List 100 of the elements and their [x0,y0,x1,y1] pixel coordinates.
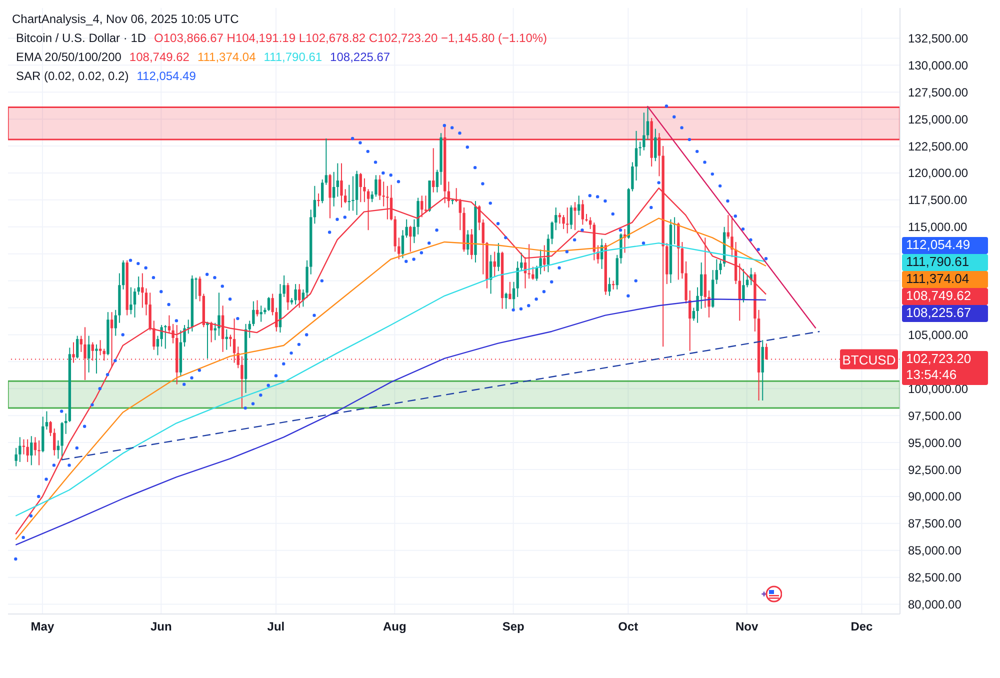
annotation: 111,374.04 [197,50,256,64]
candlestick [370,190,374,203]
candlestick [286,282,290,310]
candlestick [581,199,584,226]
ref-line-label: BTCUSD [842,352,896,368]
chart-subtitle: ChartAnalysis_4, Nov 06, 2025 10:05 UTC [12,11,240,28]
y-tick-label: 105,000.00 [908,328,968,342]
candlestick [53,428,56,456]
candlestick [696,286,699,324]
candlestick [267,296,270,312]
candlestick [344,188,347,204]
candlestick [294,284,297,306]
candlestick [634,130,638,182]
candlestick [654,128,657,162]
candlestick [458,198,462,231]
candlestick [363,178,366,203]
annotation: 108,749.62 [129,50,190,64]
annotation: EMA 20/50/100/200 [16,50,122,64]
candlestick [646,106,650,140]
candlestick [719,260,722,275]
candlestick [328,174,332,219]
candlestick [631,162,634,192]
y-tick-label: 90,000.00 [908,490,962,504]
y-tick-label: 122,500.00 [908,139,968,154]
x-tick-label: Nov [736,620,759,634]
candlestick [405,218,408,238]
candlestick [130,286,132,315]
candlestick [432,148,435,193]
candlestick [746,274,749,288]
candlestick [543,244,546,272]
candlestick [570,204,573,230]
y-tick-label: 130,000.00 [908,58,968,72]
candlestick [144,288,148,316]
candlestick [520,252,523,272]
candlestick [738,263,741,322]
x-tick-label: Aug [382,620,406,634]
y-tick-label: 125,000.00 [908,112,968,126]
candlestick [172,323,174,344]
candlestick [80,335,83,352]
y-tick-label: 115,000.00 [908,220,968,234]
candlestick [87,335,90,373]
candlestick [374,174,378,198]
candlestick [742,268,745,303]
candlestick [340,162,343,208]
candlestick [730,216,734,258]
candlestick [122,260,125,290]
y-tick-label: 117,500.00 [908,193,968,208]
candlestick [26,438,29,462]
x-tick-label: Jul [267,620,285,634]
candlestick [114,309,117,336]
candlestick [352,176,354,212]
candlestick [168,314,171,334]
candlestick [148,292,152,331]
candlestick [504,292,508,310]
text: 112,054.49 [906,236,970,252]
candlestick [60,422,64,460]
x-tick-label: Oct [618,620,638,634]
candlestick [704,237,707,308]
y-tick-label: 80,000.00 [908,598,962,612]
text: 108,225.67 [906,304,972,320]
candlestick [642,112,646,151]
candlestick [76,335,79,359]
y-tick-label: 97,500.00 [908,408,962,423]
candlestick [156,335,160,356]
text: 102,723.20 [906,350,972,367]
annotation: 111,790.61 [264,50,322,64]
candlestick [133,288,136,318]
candlestick [596,244,600,264]
candlestick [248,320,251,338]
candlestick [183,324,186,348]
candlestick [401,230,404,259]
candlestick [298,284,301,308]
line-series [15,298,767,546]
y-tick-label: 85,000.00 [908,544,962,558]
candlestick [252,300,255,327]
candlestick [378,174,382,200]
candlestick [420,195,424,218]
candlestick [18,436,22,462]
candlestick [34,436,37,456]
candlestick [38,440,40,466]
candlestick [482,218,484,275]
y-tick-label: 82,500.00 [908,570,962,585]
x-tick-label: Sep [502,620,524,634]
candlestick [512,281,516,310]
candlestick [45,410,48,430]
candlestick [359,172,362,203]
y-tick-label: 87,500.00 [908,516,962,531]
x-tick-label: Jun [150,620,172,634]
text: 108,749.62 [906,288,972,303]
candlestick [198,276,202,302]
annotation: 108,225.67 [330,50,390,64]
candlestick [14,447,18,467]
text: 111,374.04 [906,270,970,286]
candlestick [539,249,542,275]
candlestick [528,244,530,280]
annotation: SAR (0.02, 0.02, 0.2) [16,69,129,83]
text: Bitcoin / U.S. Dollar · 1D [16,31,146,45]
candlestick [715,258,718,285]
candlestick [550,221,554,245]
candlestick [187,319,190,334]
